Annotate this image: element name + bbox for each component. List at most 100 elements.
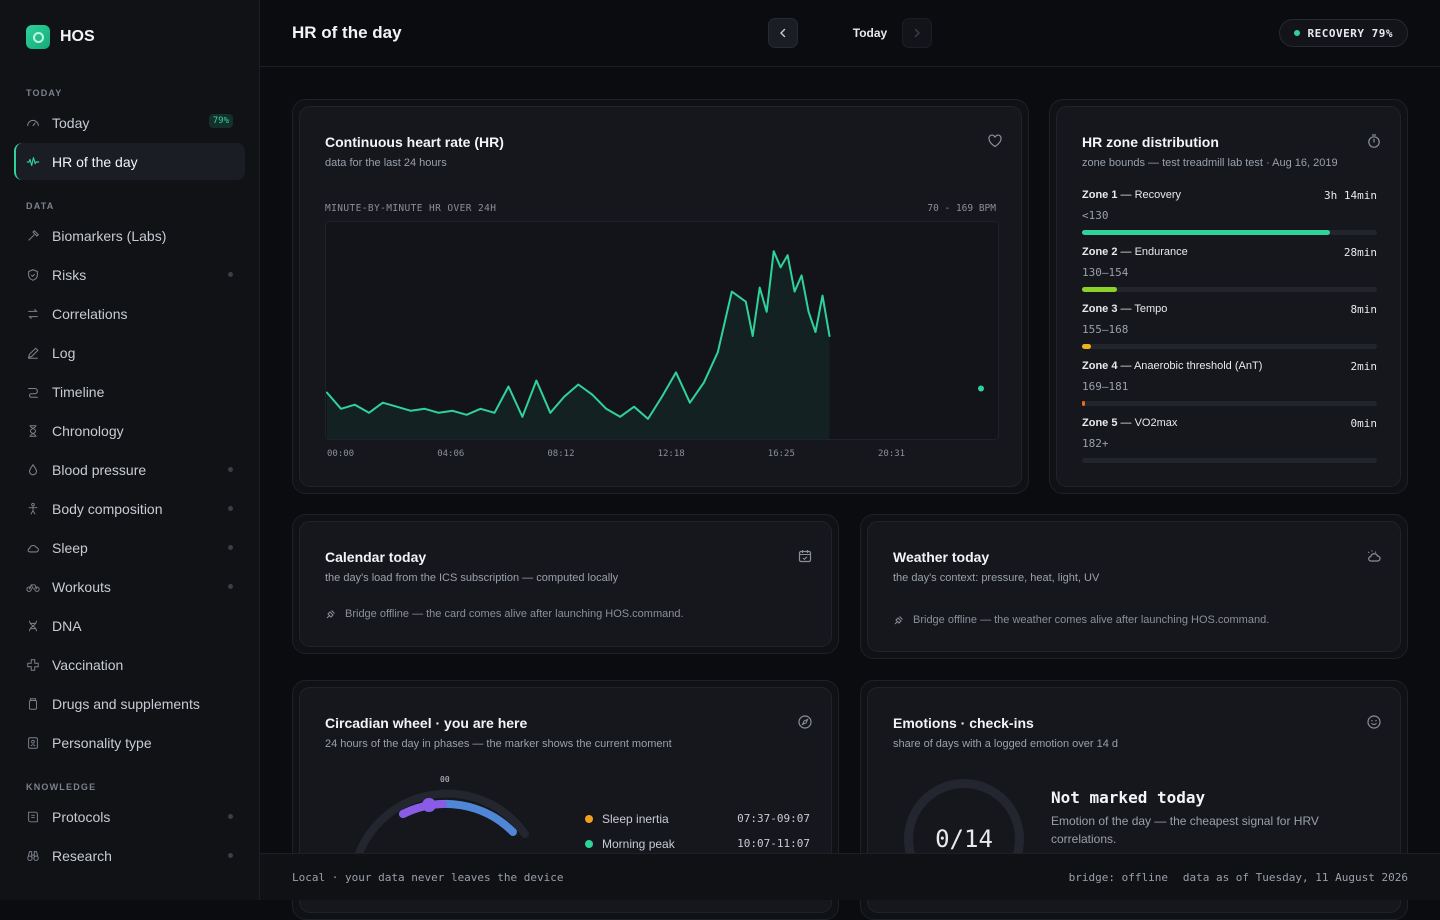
bike-icon: [26, 580, 40, 594]
card-title: Continuous heart rate (HR): [325, 134, 504, 150]
stopwatch-icon[interactable]: [1366, 133, 1382, 149]
status-dot-icon: [1294, 30, 1300, 36]
status-dot-icon: [228, 467, 233, 472]
zone-title: Zone 3 — Tempo: [1082, 303, 1377, 315]
zone-bar: [1082, 344, 1377, 349]
calendar-card: Calendar today the day's load from the I…: [292, 514, 839, 654]
offline-text: Bridge offline — the card comes alive af…: [345, 608, 684, 620]
top-bar: HR of the day Today RECOVERY 79%: [260, 0, 1440, 67]
card-title: Weather today: [893, 549, 989, 565]
zone-bar-fill: [1082, 287, 1117, 292]
zone-title: Zone 5 — VO2max: [1082, 417, 1377, 429]
arrows-icon: [26, 307, 40, 321]
timeline-icon: [26, 385, 40, 399]
card-subtitle: share of days with a logged emotion over…: [893, 738, 1118, 750]
zone-duration: 8min: [1351, 303, 1378, 316]
sidebar-item-label: Body composition: [52, 501, 163, 517]
zone-duration: 2min: [1351, 360, 1378, 373]
card-subtitle: the day's load from the ICS subscription…: [325, 572, 618, 584]
card-title: Circadian wheel · you are here: [325, 715, 527, 731]
sidebar-item-label: Workouts: [52, 579, 111, 595]
hourglass-icon: [26, 424, 40, 438]
current-moment-marker: [422, 798, 436, 812]
zone-range: <130: [1082, 209, 1377, 222]
bpm-range-label: 70 - 169 BPM: [927, 203, 996, 214]
hr-zone-card: HR zone distribution zone bounds — test …: [1049, 99, 1408, 494]
sidebar-item-label: Personality type: [52, 735, 152, 751]
sidebar-item-label: Research: [52, 848, 112, 864]
zone-name: — Anaerobic threshold (AnT): [1121, 360, 1263, 372]
sidebar-item-label: Vaccination: [52, 657, 123, 673]
sun-cloud-icon[interactable]: [1366, 548, 1382, 564]
sidebar-item-workouts[interactable]: Workouts: [14, 568, 245, 605]
section-label-data: DATA: [26, 201, 54, 211]
phase-name: Morning peak: [602, 837, 675, 851]
sidebar-item-correlations[interactable]: Correlations: [14, 295, 245, 332]
sidebar-item-vaccination[interactable]: Vaccination: [14, 646, 245, 683]
pipette-icon: [26, 229, 40, 243]
next-day-button[interactable]: [902, 18, 932, 48]
heart-icon[interactable]: [987, 133, 1003, 149]
chevron-left-icon: [777, 27, 789, 39]
sidebar-item-personality-type[interactable]: Personality type: [14, 724, 245, 761]
sidebar-item-dna[interactable]: DNA: [14, 607, 245, 644]
status-dot-icon: [228, 584, 233, 589]
gauge-icon: [26, 116, 40, 130]
smile-icon[interactable]: [1366, 714, 1382, 730]
status-dot-icon: [228, 272, 233, 277]
brand[interactable]: HOS: [26, 25, 95, 49]
sidebar-item-today[interactable]: Today 79%: [14, 104, 245, 141]
emotion-heading: Not marked today: [1051, 788, 1205, 807]
phase-color-dot: [585, 840, 593, 848]
sidebar-item-drugs-and-supplements[interactable]: Drugs and supplements: [14, 685, 245, 722]
zone-range: 155–168: [1082, 323, 1377, 336]
sidebar-item-research[interactable]: Research: [14, 837, 245, 874]
emotion-description: Emotion of the day — the cheapest signal…: [1051, 812, 1341, 848]
zone-duration: 28min: [1344, 246, 1377, 259]
x-tick-label: 16:25: [768, 449, 795, 459]
page-title: HR of the day: [292, 23, 402, 43]
sidebar-item-body-composition[interactable]: Body composition: [14, 490, 245, 527]
sidebar-item-log[interactable]: Log: [14, 334, 245, 371]
bridge-offline-message: Bridge offline — the weather comes alive…: [893, 614, 1269, 626]
droplet-icon: [26, 463, 40, 477]
status-dot-icon: [228, 814, 233, 819]
previous-day-button[interactable]: [768, 18, 798, 48]
bridge-status: bridge: offline: [1069, 871, 1168, 884]
sidebar-item-timeline[interactable]: Timeline: [14, 373, 245, 410]
sidebar-item-label: Blood pressure: [52, 462, 146, 478]
sidebar-item-hr-of-the-day[interactable]: HR of the day: [14, 143, 245, 180]
zone-label: Zone 2: [1082, 246, 1117, 258]
bridge-offline-message: Bridge offline — the card comes alive af…: [325, 608, 684, 620]
sidebar-item-biomarkers-labs[interactable]: Biomarkers (Labs): [14, 217, 245, 254]
heart-rate-card: Continuous heart rate (HR) data for the …: [292, 99, 1029, 494]
phase-time: 07:37-09:07: [737, 812, 810, 825]
cloud-icon: [26, 541, 40, 555]
calendar-icon[interactable]: [797, 548, 813, 564]
footer: Local · your data never leaves the devic…: [260, 853, 1440, 900]
sidebar-item-risks[interactable]: Risks: [14, 256, 245, 293]
sidebar-item-label: Biomarkers (Labs): [52, 228, 166, 244]
sidebar-item-chronology[interactable]: Chronology: [14, 412, 245, 449]
chevron-right-icon: [911, 27, 923, 39]
card-title: Calendar today: [325, 549, 426, 565]
zone-title: Zone 4 — Anaerobic threshold (AnT): [1082, 360, 1377, 372]
zone-name: — Tempo: [1121, 303, 1168, 315]
sidebar-item-label: DNA: [52, 618, 82, 634]
sidebar-item-blood-pressure[interactable]: Blood pressure: [14, 451, 245, 488]
zone-bar-fill: [1082, 344, 1091, 349]
sidebar-item-protocols[interactable]: Protocols: [14, 798, 245, 835]
recovery-badge[interactable]: RECOVERY 79%: [1279, 19, 1408, 47]
compass-icon[interactable]: [797, 714, 813, 730]
card-subtitle: zone bounds — test treadmill lab test · …: [1082, 157, 1338, 169]
recovery-percent-badge: 79%: [209, 114, 233, 128]
sidebar-item-sleep[interactable]: Sleep: [14, 529, 245, 566]
current-hr-marker: [978, 386, 984, 392]
sidebar-item-label: Today: [52, 115, 89, 131]
